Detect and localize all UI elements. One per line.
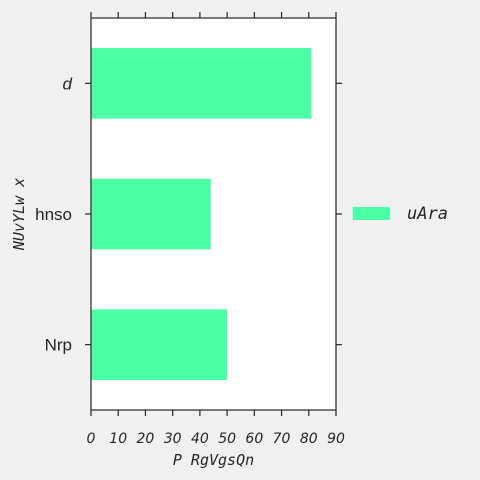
x-tick-label: 30	[164, 431, 182, 447]
y-ticks-group: Nrp hnso d	[35, 74, 342, 355]
y-tick-label-d: d	[63, 74, 73, 93]
y-tick-label-hnso: hnso	[35, 205, 72, 224]
x-tick-label: 80	[300, 431, 318, 447]
bar-Nrp	[91, 309, 228, 380]
legend: uAra	[353, 204, 448, 224]
legend-label: uAra	[407, 204, 448, 224]
x-tick-label: 70	[273, 431, 291, 447]
y-tick-label-Nrp: Nrp	[45, 336, 72, 355]
bar-hnso	[91, 178, 211, 250]
x-tick-label: 40	[191, 431, 209, 447]
x-tick-label: 10	[109, 431, 127, 447]
x-tick-label: 20	[137, 431, 155, 447]
x-tick-label: 50	[218, 431, 236, 447]
bars-group	[91, 48, 312, 380]
legend-swatch	[353, 207, 390, 220]
x-tick-label: 0	[87, 431, 96, 447]
y-axis-label: NUvYLw x	[10, 178, 28, 251]
x-axis-label: P RgVgsQn	[173, 451, 254, 469]
x-tick-label: 60	[245, 431, 263, 447]
x-ticks-group: 0 10 20 30 40 50 60 70 80 90	[87, 12, 345, 447]
x-tick-label: 90	[327, 431, 345, 447]
bar-d	[91, 48, 312, 119]
